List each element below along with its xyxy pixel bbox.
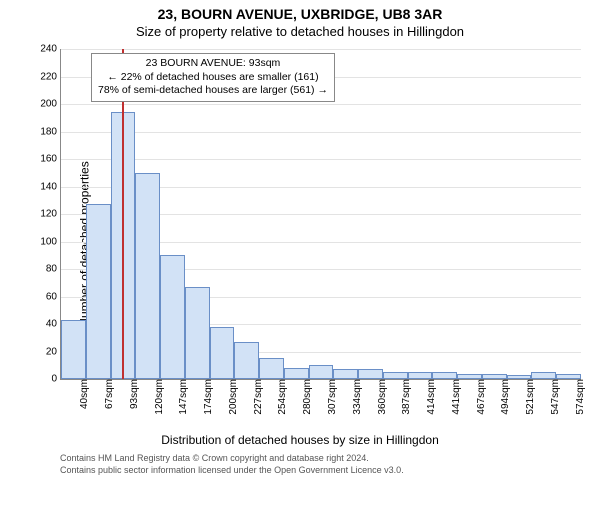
x-tick-label: 521sqm — [523, 379, 536, 415]
page-title: 23, BOURN AVENUE, UXBRIDGE, UB8 3AR — [0, 6, 600, 22]
plot-area: 02040608010012014016018020022024040sqm67… — [60, 49, 581, 380]
x-tick-label: 120sqm — [152, 379, 165, 415]
histogram-bar — [333, 369, 358, 379]
histogram-bar — [234, 342, 259, 379]
histogram-bar — [185, 287, 210, 379]
x-tick-label: 387sqm — [399, 379, 412, 415]
histogram-bar — [383, 372, 408, 379]
y-tick-label: 220 — [27, 71, 61, 82]
x-tick-label: 280sqm — [300, 379, 313, 415]
histogram-bar — [408, 372, 433, 379]
page-subtitle: Size of property relative to detached ho… — [0, 24, 600, 39]
histogram-chart: Number of detached properties 0204060801… — [0, 39, 600, 449]
y-tick-label: 40 — [27, 319, 61, 330]
histogram-bar — [135, 173, 160, 379]
y-tick-label: 240 — [27, 44, 61, 55]
gridline — [61, 49, 581, 50]
y-tick-label: 160 — [27, 154, 61, 165]
y-tick-label: 140 — [27, 181, 61, 192]
x-tick-label: 40sqm — [77, 379, 90, 409]
histogram-bar — [432, 372, 457, 379]
histogram-bar — [160, 255, 185, 379]
x-tick-label: 147sqm — [176, 379, 189, 415]
histogram-bar — [210, 327, 235, 379]
x-tick-label: 441sqm — [449, 379, 462, 415]
x-tick-label: 67sqm — [102, 379, 115, 409]
footer-line-1: Contains HM Land Registry data © Crown c… — [60, 453, 590, 465]
x-tick-label: 227sqm — [251, 379, 264, 415]
annotation-box: 23 BOURN AVENUE: 93sqm ← 22% of detached… — [91, 53, 335, 102]
x-tick-label: 334sqm — [350, 379, 363, 415]
y-tick-label: 200 — [27, 99, 61, 110]
gridline — [61, 159, 581, 160]
annotation-line-1: 23 BOURN AVENUE: 93sqm — [98, 57, 328, 71]
x-tick-label: 360sqm — [375, 379, 388, 415]
gridline — [61, 104, 581, 105]
histogram-bar — [284, 368, 309, 379]
annotation-line-2: ← 22% of detached houses are smaller (16… — [98, 71, 328, 85]
annotation-line-3: 78% of semi-detached houses are larger (… — [98, 84, 328, 98]
y-tick-label: 0 — [27, 374, 61, 385]
x-tick-label: 467sqm — [474, 379, 487, 415]
y-tick-label: 60 — [27, 291, 61, 302]
x-tick-label: 254sqm — [275, 379, 288, 415]
y-tick-label: 20 — [27, 346, 61, 357]
x-tick-label: 200sqm — [226, 379, 239, 415]
x-tick-label: 174sqm — [201, 379, 214, 415]
footer-line-2: Contains public sector information licen… — [60, 465, 590, 477]
x-tick-label: 93sqm — [127, 379, 140, 409]
x-tick-label: 414sqm — [424, 379, 437, 415]
histogram-bar — [531, 372, 556, 379]
histogram-bar — [61, 320, 86, 379]
y-tick-label: 180 — [27, 126, 61, 137]
histogram-bar — [86, 204, 111, 379]
footer-attribution: Contains HM Land Registry data © Crown c… — [0, 449, 600, 476]
x-tick-label: 547sqm — [548, 379, 561, 415]
x-axis-label: Distribution of detached houses by size … — [0, 433, 600, 447]
gridline — [61, 132, 581, 133]
y-tick-label: 120 — [27, 209, 61, 220]
histogram-bar — [309, 365, 334, 379]
x-tick-label: 494sqm — [498, 379, 511, 415]
x-tick-label: 574sqm — [573, 379, 586, 415]
histogram-bar — [358, 369, 383, 379]
histogram-bar — [259, 358, 284, 379]
x-tick-label: 307sqm — [325, 379, 338, 415]
y-tick-label: 100 — [27, 236, 61, 247]
y-tick-label: 80 — [27, 264, 61, 275]
